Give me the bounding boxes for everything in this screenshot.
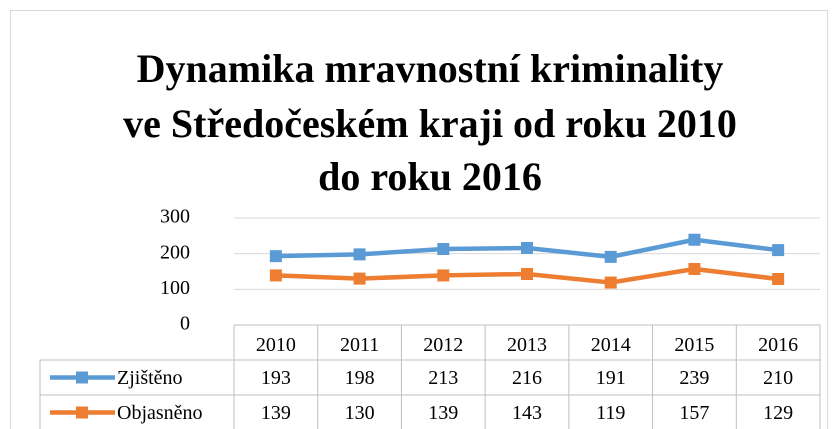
marker <box>772 272 785 285</box>
x-tick-label: 2014 <box>591 334 631 356</box>
table-value: 213 <box>428 367 458 389</box>
x-tick-label: 2010 <box>256 334 296 356</box>
table-value: 130 <box>345 402 375 424</box>
x-tick-label: 2012 <box>423 334 463 356</box>
marker <box>772 244 785 257</box>
chart-frame <box>10 10 828 429</box>
marker <box>521 267 533 280</box>
marker <box>269 250 282 263</box>
legend-marker <box>76 371 88 384</box>
x-tick-label: 2015 <box>674 334 714 356</box>
legend-label: Objasněno <box>117 402 203 424</box>
chart-title: do roku 2016 <box>318 154 542 199</box>
marker <box>353 248 366 261</box>
y-tick-label: 0 <box>180 313 190 335</box>
table-value: 216 <box>512 367 542 389</box>
marker <box>353 272 366 285</box>
y-tick-label: 100 <box>160 277 190 299</box>
x-tick-label: 2013 <box>507 334 547 356</box>
table-value: 198 <box>345 367 375 389</box>
x-tick-label: 2016 <box>758 334 798 356</box>
legend-marker <box>76 406 88 419</box>
table-value: 139 <box>261 402 291 424</box>
table-value: 119 <box>596 402 625 424</box>
table-value: 139 <box>428 402 458 424</box>
legend-label: Zjištěno <box>117 367 183 389</box>
y-tick-label: 200 <box>160 241 190 263</box>
chart-title: Dynamika mravnostní kriminality <box>137 46 724 91</box>
table-value: 210 <box>763 367 793 389</box>
marker <box>604 276 617 289</box>
table-value: 129 <box>763 402 793 424</box>
x-tick-label: 2011 <box>340 334 379 356</box>
marker <box>688 233 701 246</box>
y-tick-label: 300 <box>160 206 190 228</box>
marker <box>437 269 450 282</box>
table-value: 157 <box>679 402 709 424</box>
table-value: 239 <box>679 367 709 389</box>
chart-title: ve Středočeském kraji od roku 2010 <box>123 101 737 146</box>
marker <box>604 250 617 263</box>
marker <box>269 269 282 282</box>
table-value: 193 <box>261 367 291 389</box>
table-value: 143 <box>512 402 542 424</box>
marker <box>437 243 450 256</box>
marker <box>521 241 533 254</box>
marker <box>688 263 701 276</box>
table-value: 191 <box>596 367 626 389</box>
